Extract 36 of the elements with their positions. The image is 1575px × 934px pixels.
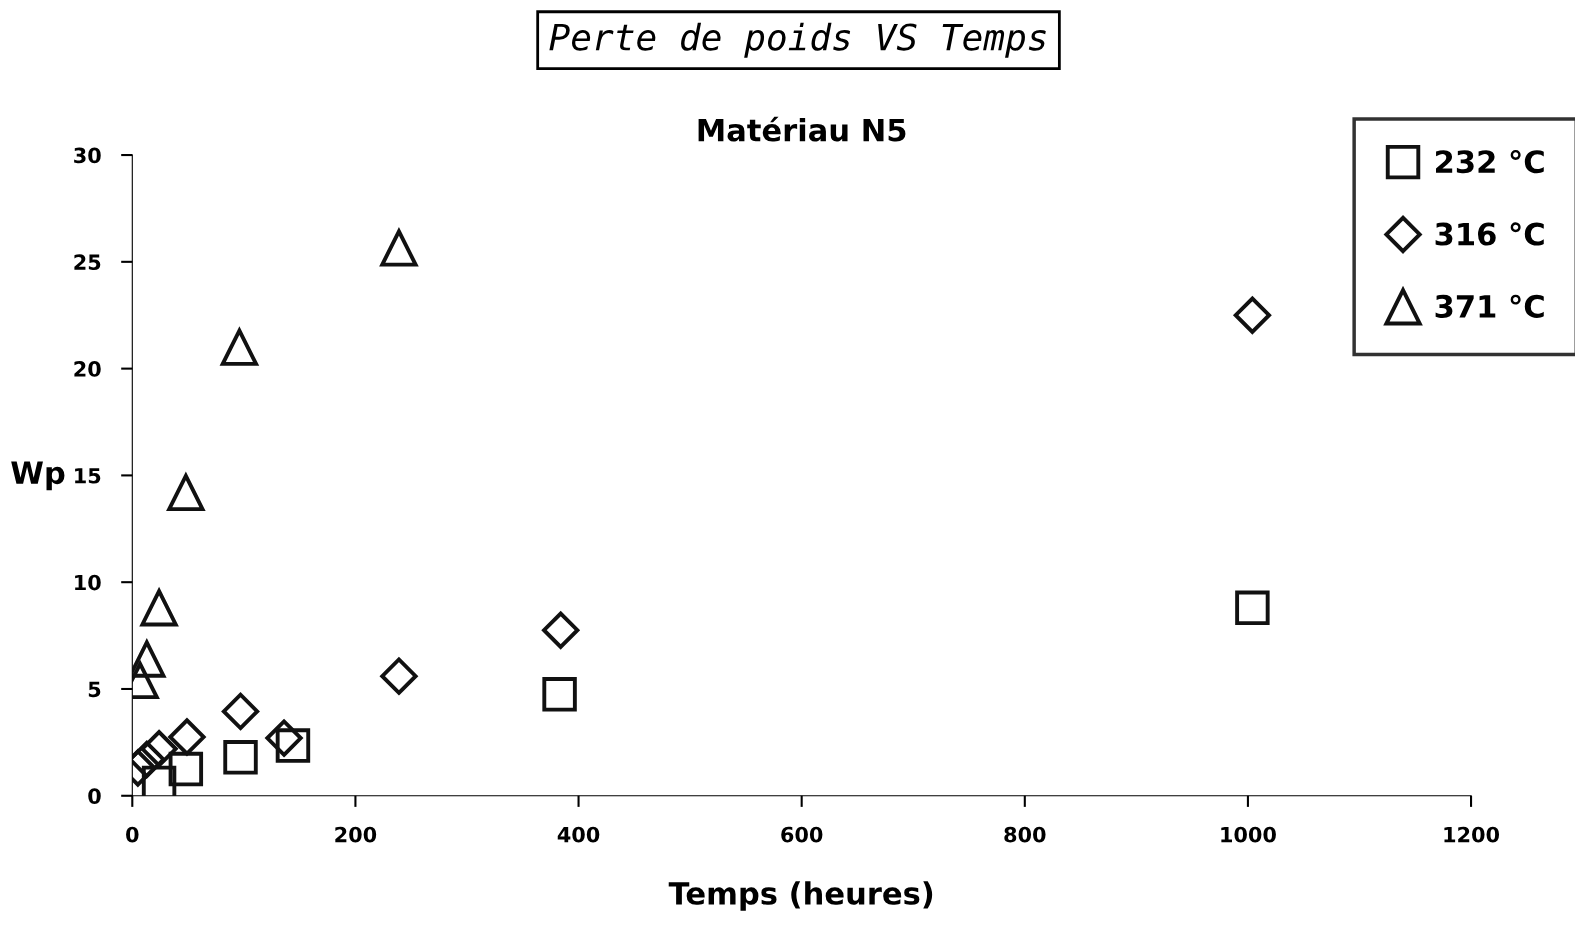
point bbox=[168, 751, 204, 787]
y-tick-label: 5 bbox=[88, 681, 101, 698]
y-tick-label: 15 bbox=[75, 468, 101, 484]
chart-title: Perte de poids VS Temps bbox=[549, 22, 1046, 58]
point bbox=[223, 740, 258, 775]
chart-subtitle: Matériau N5 bbox=[698, 116, 906, 142]
y-tick-label: 0 bbox=[88, 788, 101, 804]
point bbox=[221, 692, 260, 731]
x-tick-label: 0 bbox=[126, 826, 139, 843]
point bbox=[1235, 590, 1270, 626]
point bbox=[219, 326, 260, 366]
point bbox=[542, 677, 577, 712]
point bbox=[380, 229, 418, 267]
x-tick-label: 400 bbox=[557, 826, 600, 843]
legend-label: 232 °C bbox=[1436, 149, 1544, 174]
point bbox=[265, 719, 303, 757]
legend-label: 371 °C bbox=[1435, 294, 1544, 318]
y-axis-title: Wp bbox=[11, 461, 65, 491]
x-tick-label: 1200 bbox=[1444, 826, 1500, 843]
x-axis-title: Temps (heures) bbox=[668, 881, 933, 911]
y-tick-label: 10 bbox=[75, 574, 101, 591]
point bbox=[542, 611, 580, 649]
x-tick-label: 600 bbox=[781, 826, 823, 843]
x-tick-label: 200 bbox=[335, 826, 377, 843]
x-tick-label: 800 bbox=[1004, 826, 1046, 843]
y-tick-label: 25 bbox=[74, 254, 101, 271]
point bbox=[380, 657, 418, 695]
legend-label: 316 °C bbox=[1435, 222, 1544, 246]
y-tick-label: 30 bbox=[74, 147, 101, 164]
point bbox=[1233, 296, 1272, 334]
point bbox=[168, 718, 206, 756]
x-tick-label: 1000 bbox=[1221, 826, 1276, 843]
point bbox=[166, 471, 206, 512]
point bbox=[140, 730, 178, 768]
point bbox=[275, 728, 311, 763]
y-tick-label: 20 bbox=[74, 361, 101, 377]
